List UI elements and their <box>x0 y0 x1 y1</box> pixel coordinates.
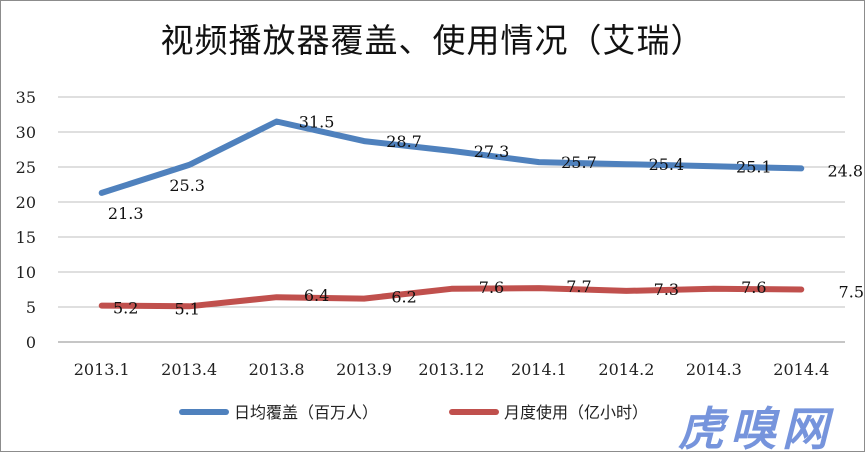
data-label: 21.3 <box>108 204 144 223</box>
data-label: 7.3 <box>654 280 679 299</box>
y-tick-label: 5 <box>26 298 36 317</box>
watermark-logo: 虎嗅网 <box>678 402 834 456</box>
x-tick-label: 2013.4 <box>161 360 217 379</box>
series-line-2 <box>98 285 805 310</box>
series-lines <box>98 118 805 310</box>
data-label: 7.6 <box>741 278 766 297</box>
data-label: 24.8 <box>827 161 863 180</box>
y-tick-label: 0 <box>26 333 36 352</box>
x-tick-label: 2013.8 <box>249 360 305 379</box>
data-label: 6.4 <box>304 286 329 305</box>
y-tick-label: 10 <box>16 263 36 282</box>
x-axis-ticks: 2013.1 2013.4 2013.8 2013.9 2013.12 2014.1 201… <box>74 360 830 379</box>
series-line-1 <box>98 118 805 196</box>
x-tick-label: 2013.9 <box>336 360 392 379</box>
y-tick-label: 20 <box>16 193 36 212</box>
x-tick-label: 2014.4 <box>773 360 829 379</box>
legend-label-1: 日均覆盖（百万人） <box>234 403 378 422</box>
x-tick-label: 2014.2 <box>598 360 654 379</box>
x-tick-label: 2014.1 <box>511 360 567 379</box>
x-tick-label: 2014.3 <box>686 360 742 379</box>
data-label: 6.2 <box>391 288 416 307</box>
x-tick-label: 2013.12 <box>418 360 484 379</box>
data-label: 7.7 <box>566 277 591 296</box>
y-tick-label: 30 <box>16 123 36 142</box>
y-tick-label: 15 <box>16 228 36 247</box>
y-tick-label: 25 <box>16 158 36 177</box>
data-label: 25.1 <box>736 157 772 176</box>
data-label: 28.7 <box>386 132 422 151</box>
data-label: 25.7 <box>561 153 597 172</box>
data-label: 5.2 <box>113 299 138 318</box>
chart-title: 视频播放器覆盖、使用情况（艾瑞） <box>160 21 705 60</box>
data-label: 25.3 <box>169 176 205 195</box>
y-axis-ticks: 0 5 10 15 20 25 30 35 <box>16 88 36 352</box>
legend-label-2: 月度使用（亿小时） <box>504 403 648 422</box>
y-tick-label: 35 <box>16 88 36 107</box>
data-label: 31.5 <box>299 113 335 132</box>
data-label: 7.5 <box>839 283 864 302</box>
data-label: 5.1 <box>174 299 199 318</box>
legend: 日均覆盖（百万人） 月度使用（亿小时） <box>179 403 648 422</box>
data-labels: 21.3 25.3 31.5 28.7 27.3 25.7 25.4 25.1 24.8 5.2 5… <box>108 113 864 319</box>
x-tick-label: 2013.1 <box>74 360 130 379</box>
data-label: 7.6 <box>479 278 504 297</box>
data-label: 27.3 <box>474 142 510 161</box>
data-label: 25.4 <box>649 155 685 174</box>
